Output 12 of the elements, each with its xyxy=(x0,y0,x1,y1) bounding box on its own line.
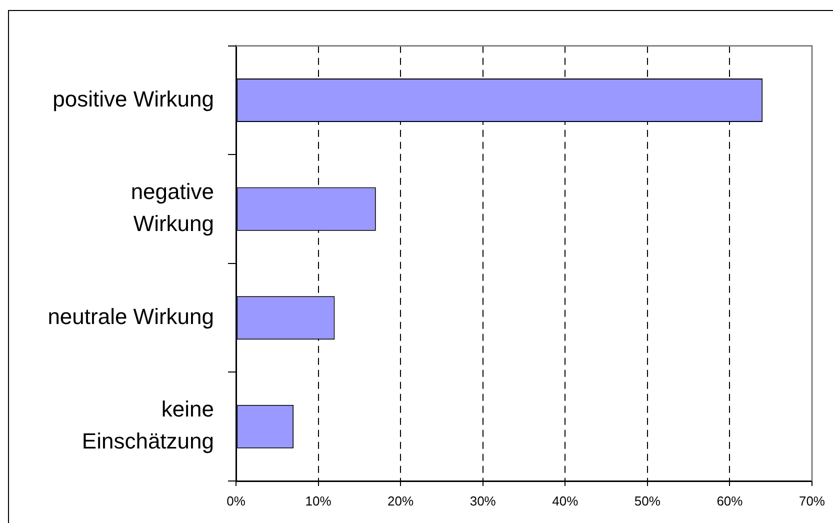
x-tick-label: 70% xyxy=(798,493,826,508)
y-tick-label: negative Wirkung xyxy=(130,179,214,236)
x-tick-label: 60% xyxy=(716,493,744,508)
x-tick-label: 0% xyxy=(226,493,246,508)
y-tick-label: keine Einschätzung xyxy=(82,396,214,454)
y-tick-label: neutrale Wirkung xyxy=(48,304,214,329)
y-tick-label: positive Wirkung xyxy=(52,86,214,112)
x-tick-label: 40% xyxy=(552,493,579,508)
x-tick-label: 10% xyxy=(305,493,332,508)
x-tick-label: 30% xyxy=(470,493,496,508)
x-tick-label: 20% xyxy=(388,493,414,508)
x-tick-label: 50% xyxy=(634,493,661,508)
